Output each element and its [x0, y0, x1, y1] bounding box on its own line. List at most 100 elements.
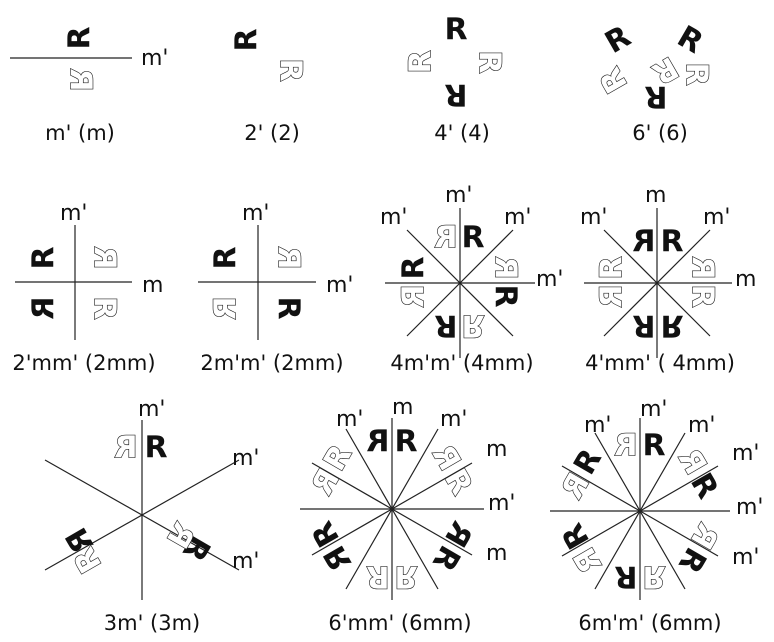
- panel-caption: 6' (6): [632, 121, 688, 145]
- motif-r: R: [685, 256, 720, 279]
- mirror-label: m: [735, 267, 756, 292]
- motif-r: R: [144, 431, 167, 466]
- motif-r: R: [595, 284, 630, 307]
- motif-r: R: [488, 284, 523, 307]
- mirror-label: m': [242, 201, 269, 226]
- panel-caption: 2'mm' (2mm): [12, 351, 155, 375]
- panel-6-prime-m-m-prime: m' m m' m m' m R R R R R R R R R R R R 6…: [300, 395, 515, 635]
- mirror-label: m: [392, 395, 413, 420]
- motif-r: R: [434, 221, 457, 256]
- mirror-label: m': [380, 205, 407, 230]
- motif-r: R: [671, 19, 709, 61]
- motif-r: R: [27, 246, 62, 269]
- panel-4-m-prime-m-prime: m' m' m' m' R R R R R R R R 4m'm' (4mm): [380, 183, 563, 375]
- panel-2-prime-m-m-prime: m' m R R R R 2'mm' (2mm): [12, 201, 163, 375]
- panel-4-prime-m-m-prime: m' m m' m R R R R R R R R 4'mm' ( 4mm): [580, 183, 756, 375]
- motif-r: R: [642, 429, 665, 464]
- motif-r: R: [27, 296, 62, 319]
- motif-r: R: [394, 425, 417, 460]
- motif-r: R: [404, 50, 439, 73]
- panel-caption: 6m'm' (6mm): [578, 611, 721, 635]
- motif-r: R: [488, 256, 523, 279]
- motif-r: R: [595, 256, 630, 279]
- mirror-line: [594, 432, 686, 590]
- panel-caption: 6'mm' (6mm): [328, 611, 471, 635]
- panel-2-prime: R R 2' (2): [230, 28, 309, 145]
- motif-r: R: [642, 559, 665, 594]
- motif-r: R: [444, 13, 467, 48]
- motif-r: R: [660, 225, 683, 260]
- panel-4-prime: R R R R 4' (4): [403, 13, 507, 146]
- motif-r: R: [660, 308, 683, 343]
- motif-r: R: [434, 308, 457, 343]
- motif-r: R: [444, 77, 467, 112]
- motif-r: R: [394, 559, 417, 594]
- motif-r: R: [614, 429, 637, 464]
- motif-r: R: [593, 61, 635, 99]
- panel-caption: 4m'm' (4mm): [390, 351, 533, 375]
- mirror-label: m': [584, 413, 611, 438]
- mirror-label: m': [232, 549, 259, 574]
- motif-r: R: [271, 296, 306, 319]
- motif-r: R: [599, 19, 637, 61]
- mirror-label: m': [732, 545, 759, 570]
- motif-r: R: [230, 28, 265, 51]
- mirror-line: [44, 459, 240, 571]
- panel-6-prime: R R R R R R 6' (6): [592, 19, 714, 145]
- motif-r: R: [632, 308, 655, 343]
- mirror-label: m': [138, 397, 165, 422]
- motif-r: R: [366, 559, 389, 594]
- motif-r: R: [273, 58, 308, 81]
- motif-r: R: [679, 62, 714, 85]
- mirror-label: m': [336, 407, 363, 432]
- mirror-label: m: [142, 273, 163, 298]
- motif-r: R: [114, 431, 137, 466]
- mirror-label: m': [445, 183, 472, 208]
- mirror-label: m': [326, 273, 353, 298]
- motif-r: R: [63, 26, 98, 49]
- motif-r: R: [644, 79, 667, 114]
- mirror-label: m': [440, 407, 467, 432]
- mirror-label: m': [504, 205, 531, 230]
- motif-r: R: [209, 296, 244, 319]
- mirror-label: m: [486, 541, 507, 566]
- motif-r: R: [397, 256, 432, 279]
- mirror-line: [603, 229, 711, 337]
- motif-r: R: [63, 68, 98, 91]
- mirror-label: m': [703, 205, 730, 230]
- mirror-line: [406, 229, 514, 337]
- panel-2-m-prime-m-prime: m' m' R R R R 2m'm' (2mm): [198, 201, 353, 375]
- mirror-label: m': [488, 491, 515, 516]
- motif-r: R: [87, 296, 122, 319]
- motif-r: R: [366, 425, 389, 460]
- mirror-label: m': [536, 267, 563, 292]
- panel-caption: m' (m): [45, 121, 115, 145]
- mirror-label: m': [688, 413, 715, 438]
- panel-6-m-prime-m-prime: m' m' m' m' m' m' R R R R R R R R R R R …: [550, 397, 763, 635]
- motif-r: R: [685, 284, 720, 307]
- motif-r: R: [271, 246, 306, 269]
- panel-caption: 4' (4): [434, 121, 490, 145]
- mirror-label: m': [232, 446, 259, 471]
- mirror-label: m': [141, 46, 168, 71]
- mirror-label: m': [580, 205, 607, 230]
- motif-r: R: [397, 284, 432, 307]
- mirror-label: m': [60, 201, 87, 226]
- panel-caption: 2m'm' (2mm): [200, 351, 343, 375]
- mirror-label: m: [486, 437, 507, 462]
- panel-caption: 4'mm' ( 4mm): [585, 351, 735, 375]
- motif-r: R: [472, 50, 507, 73]
- mirror-label: m: [645, 183, 666, 208]
- motif-r: R: [209, 246, 244, 269]
- motif-r: R: [632, 225, 655, 260]
- mirror-label: m': [640, 397, 667, 422]
- panel-3-m-prime: m' m' m' R R R R R R 3m' (3m): [44, 397, 259, 635]
- panel-caption: 3m' (3m): [104, 611, 200, 635]
- panel-caption: 2' (2): [244, 121, 300, 145]
- mirror-line: [345, 428, 439, 590]
- panel-m-prime: m' R R m' (m): [10, 26, 168, 145]
- motif-r: R: [461, 308, 484, 343]
- mirror-label: m': [736, 495, 763, 520]
- motif-r: R: [461, 221, 484, 256]
